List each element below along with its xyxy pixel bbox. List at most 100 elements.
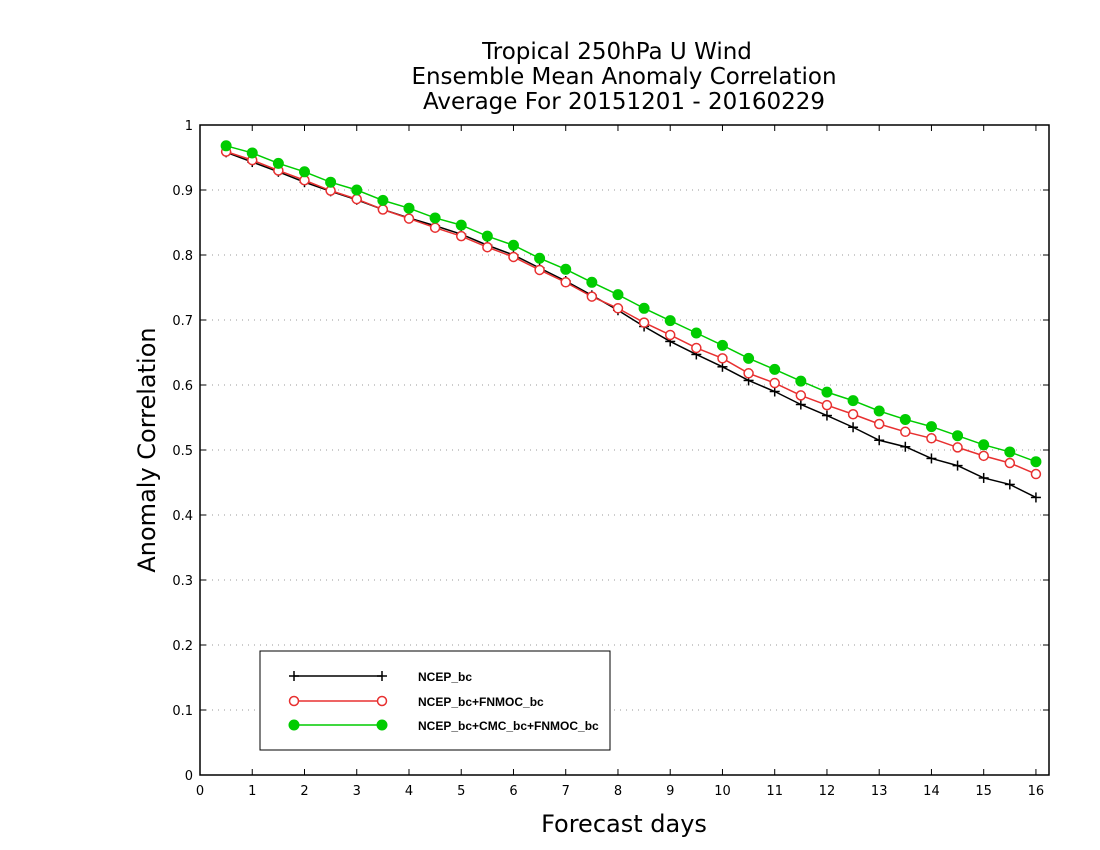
legend-marker [376,695,388,707]
data-point [298,166,310,178]
legend-marker [289,671,299,681]
data-point [926,433,937,444]
legend-marker [376,719,388,731]
data-point [638,302,650,314]
y-axis-label: Anomaly Correlation [133,327,161,572]
data-point [534,264,545,276]
x-tick-label: 9 [666,784,674,799]
data-point [873,418,885,430]
data-point [821,410,832,421]
series-line [225,150,1037,475]
data-point [403,213,415,224]
data-point [847,395,859,407]
x-tick-label: 4 [405,784,413,799]
data-point [325,176,337,188]
data-point [638,317,650,328]
data-point [507,239,519,251]
data-point [795,375,807,387]
data-point [1030,468,1042,480]
data-point [508,251,519,263]
x-tick-label: 13 [871,784,888,799]
data-point [926,453,937,464]
y-axis-ticks: 0 0.1 0.2 0.3 0.4 0.5 0.6 0.7 0.8 0.9 1 [172,119,1049,784]
data-point [769,363,781,375]
data-point [716,339,728,351]
x-tick-label: 11 [766,784,783,799]
data-point [978,439,990,451]
x-tick-label: 12 [819,784,836,799]
y-tick-label: 0.5 [172,444,193,459]
y-tick-label: 0.1 [172,704,193,719]
y-tick-label: 0.7 [172,314,193,329]
data-point [1004,446,1016,458]
data-point [560,263,572,275]
data-point [1030,492,1041,503]
y-tick-label: 0.9 [172,184,193,199]
data-point [691,342,702,354]
series-3 [220,140,1042,468]
data-point [481,230,493,242]
data-point [534,252,546,264]
data-point [743,368,754,379]
data-point [952,430,964,442]
data-point [612,303,624,314]
gridlines [200,189,1049,711]
x-tick-label: 8 [614,784,622,799]
y-tick-label: 0.4 [172,509,193,524]
legend-marker [377,671,387,681]
data-point [586,276,598,288]
x-tick-label: 0 [196,784,204,799]
x-tick-label: 1 [248,784,256,799]
data-point [900,426,911,438]
data-point [769,377,780,389]
x-tick-label: 2 [300,784,308,799]
data-point [821,386,833,398]
data-point [978,450,989,462]
legend-label: NCEP_bc+CMC_bc+FNMOC_bc [418,719,599,733]
data-point [1030,456,1042,468]
data-point [952,442,963,453]
x-tick-label: 14 [923,784,940,799]
y-tick-label: 0 [185,769,193,784]
data-point [717,353,728,364]
x-tick-label: 16 [1028,784,1045,799]
chart-title-line-2: Ensemble Mean Anomaly Correlation [411,64,836,90]
series-line [225,145,1037,463]
data-point [899,413,911,425]
chart-title-line-3: Average For 20151201 - 20160229 [423,89,825,115]
data-point [220,140,232,152]
legend-entry-3: NCEP_bc+CMC_bc+FNMOC_bc [288,719,599,733]
series-group [220,140,1042,503]
data-point [455,219,467,231]
x-axis-label: Forecast days [541,810,707,838]
data-point [429,222,441,233]
x-tick-label: 10 [714,784,731,799]
data-point [873,405,885,417]
data-point [900,441,911,452]
data-point [429,212,441,224]
data-point [690,327,702,339]
x-tick-label: 3 [353,784,361,799]
legend-entry-1: NCEP_bc [289,670,472,684]
data-point [821,399,833,411]
data-point [848,422,859,433]
data-point [272,157,284,169]
series-line [225,151,1037,499]
data-point [246,147,258,159]
data-point [1004,457,1016,469]
data-point [403,202,415,214]
data-point [795,390,807,401]
y-tick-label: 1 [185,119,193,134]
data-point [978,472,989,483]
data-point [1004,479,1015,490]
data-point [847,409,859,420]
data-point [482,241,493,253]
chart-title-line-1: Tropical 250hPa U Wind [481,39,752,65]
legend-marker [288,695,300,707]
data-point [586,291,598,302]
y-tick-label: 0.6 [172,379,193,394]
y-tick-label: 0.2 [172,639,193,654]
legend-entry-2: NCEP_bc+FNMOC_bc [288,695,544,709]
data-point [743,352,755,364]
